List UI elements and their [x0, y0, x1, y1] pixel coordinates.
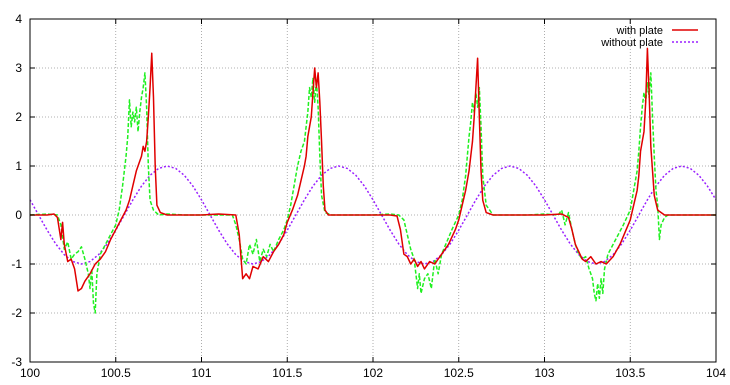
- grid: [30, 19, 716, 362]
- axes: 100 100.5 101 101.5 102 102.5 103 103.5 104-3-2-…: [11, 12, 726, 380]
- x-tick-label: 103.5: [615, 366, 645, 380]
- x-tick-label: 102.5: [444, 366, 474, 380]
- x-tick-label: 101: [191, 366, 211, 380]
- y-tick-label: 0: [15, 208, 22, 222]
- legend-label: without plate: [600, 37, 663, 49]
- x-tick-label: 104: [706, 366, 726, 380]
- x-tick-label: 101.5: [272, 366, 302, 380]
- legend-label: with plate: [616, 25, 663, 37]
- series-line-1: [29, 72, 716, 314]
- plot-area: [29, 47, 717, 314]
- y-tick-label: 4: [15, 12, 22, 26]
- y-tick-label: 3: [15, 61, 22, 75]
- x-tick-label: 102: [363, 366, 383, 380]
- y-tick-label: 2: [15, 110, 22, 124]
- y-tick-label: 1: [15, 159, 22, 173]
- x-tick-label: 100.5: [101, 366, 131, 380]
- x-tick-label: 103: [534, 366, 554, 380]
- y-tick-label: -3: [11, 355, 22, 369]
- y-tick-label: -1: [11, 257, 22, 271]
- y-tick-label: -2: [11, 306, 22, 320]
- x-tick-label: 100: [20, 366, 40, 380]
- series-line-0: [30, 47, 716, 292]
